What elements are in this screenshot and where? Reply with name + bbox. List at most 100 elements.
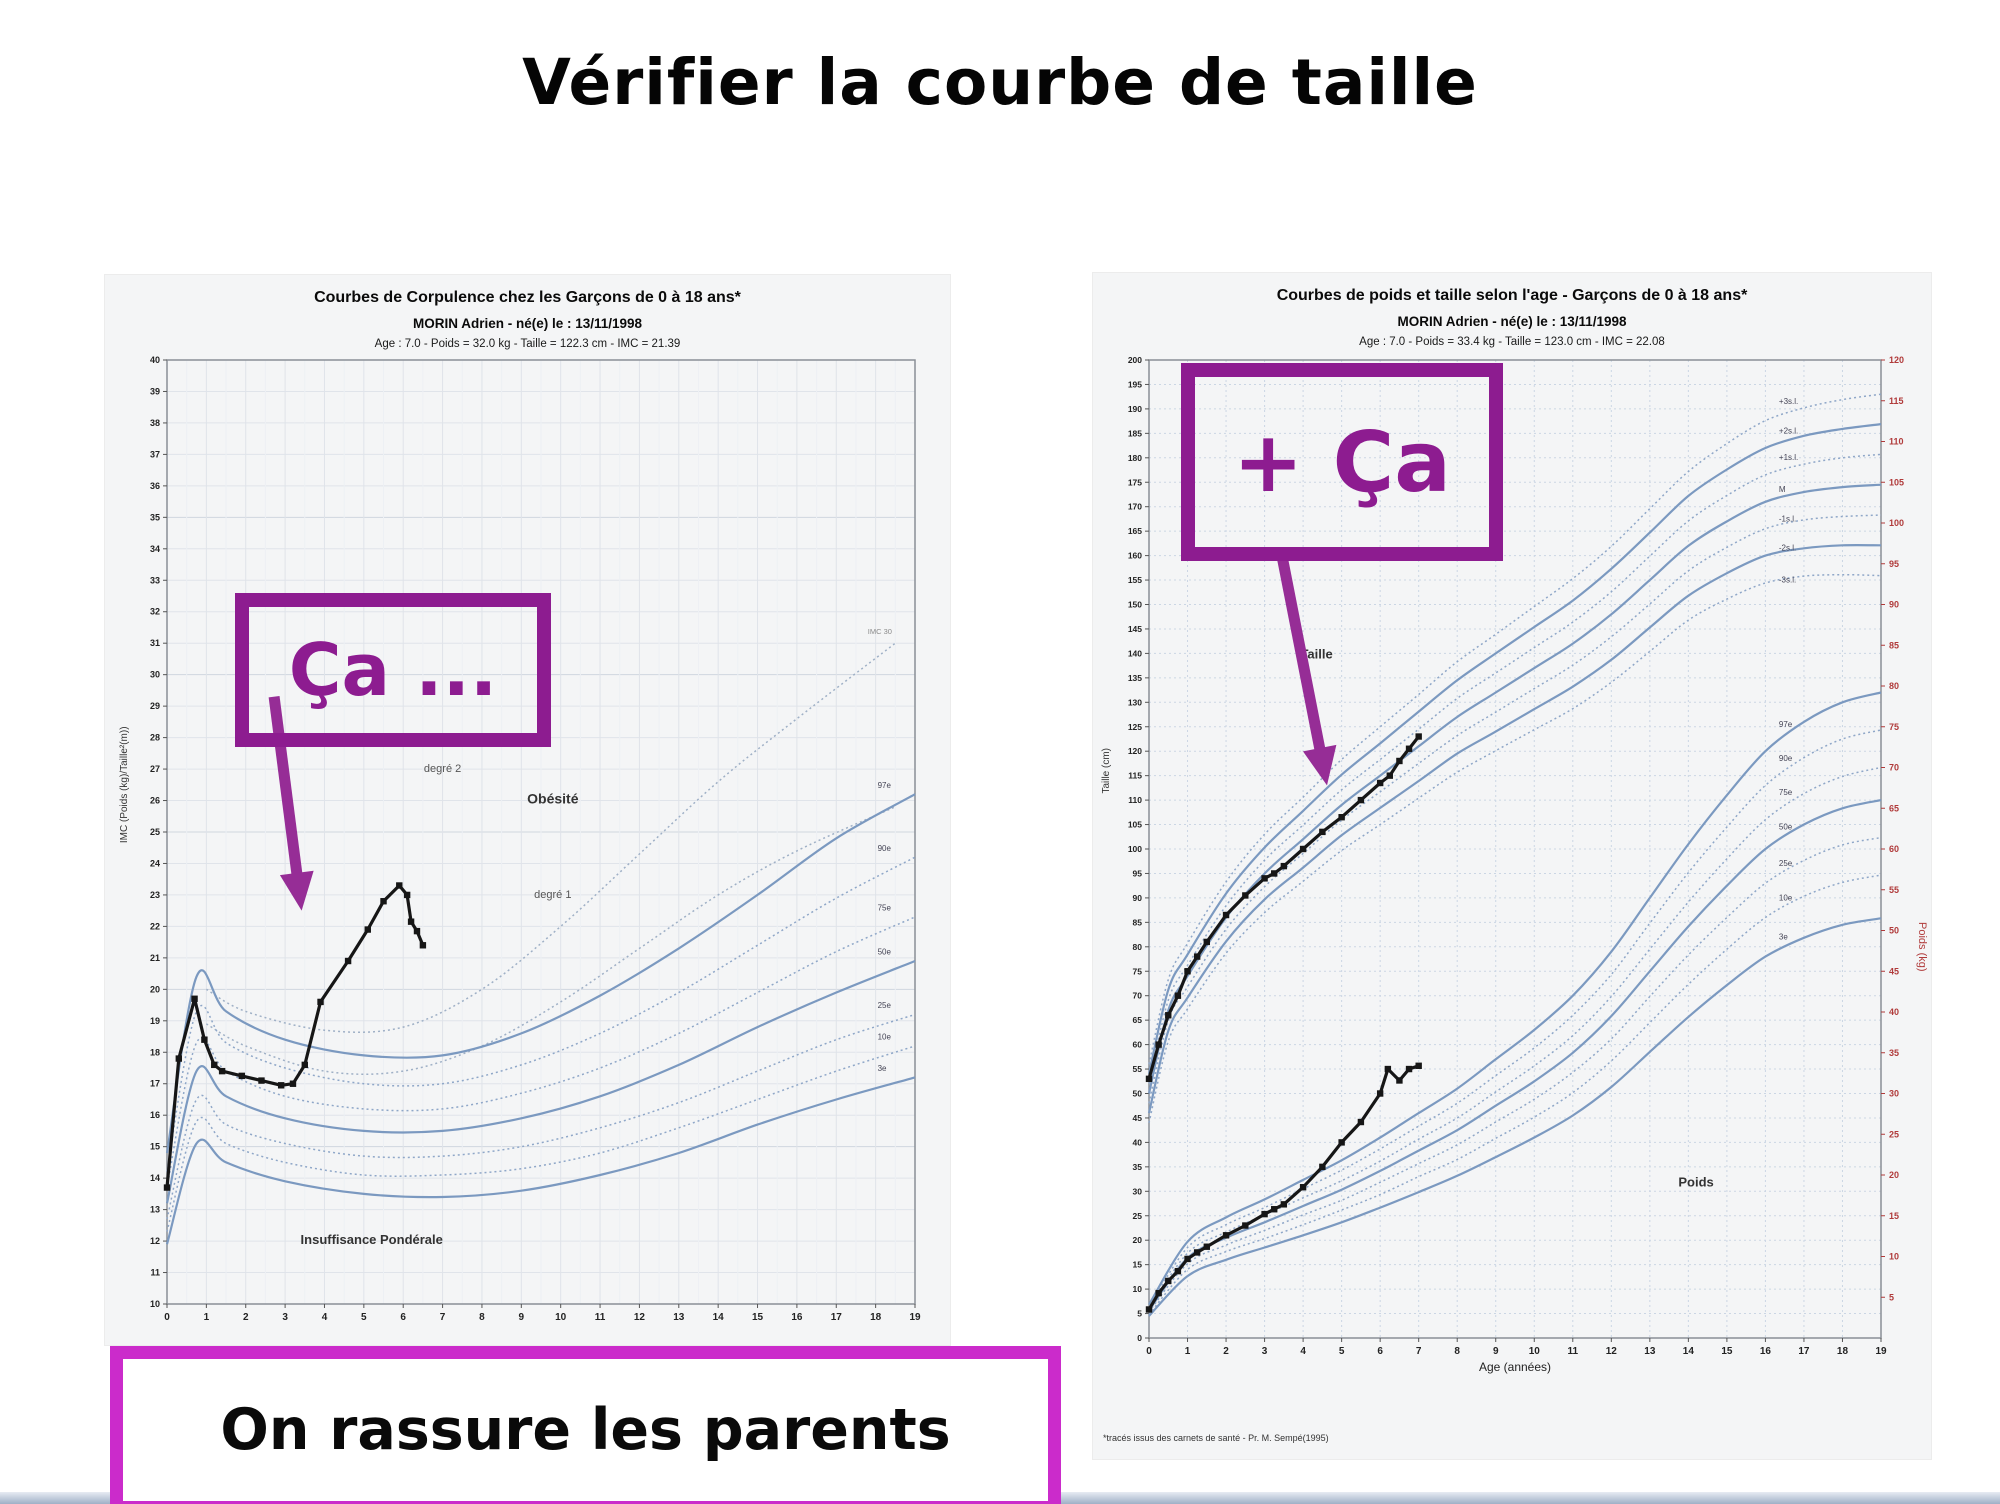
svg-text:100: 100 — [1889, 518, 1904, 528]
svg-text:7: 7 — [1416, 1346, 1422, 1357]
svg-text:+1s.l.: +1s.l. — [1779, 453, 1798, 462]
svg-text:140: 140 — [1128, 648, 1142, 658]
svg-text:90e: 90e — [1779, 754, 1793, 763]
svg-text:15: 15 — [752, 1312, 764, 1323]
svg-text:97e: 97e — [1779, 720, 1793, 729]
svg-text:19: 19 — [909, 1312, 921, 1323]
svg-text:15: 15 — [150, 1142, 160, 1152]
svg-text:175: 175 — [1128, 477, 1142, 487]
svg-text:10e: 10e — [878, 1033, 892, 1042]
svg-text:185: 185 — [1128, 428, 1142, 438]
svg-text:Age (années): Age (années) — [1479, 1360, 1551, 1374]
svg-text:+3s.l.: +3s.l. — [1779, 397, 1798, 406]
svg-text:10e: 10e — [1779, 893, 1793, 902]
svg-text:-3s.l.: -3s.l. — [1779, 575, 1796, 584]
svg-text:29: 29 — [150, 701, 160, 711]
svg-text:10: 10 — [1889, 1252, 1899, 1262]
svg-text:110: 110 — [1889, 437, 1904, 447]
svg-text:95: 95 — [1889, 559, 1899, 569]
svg-text:18: 18 — [1837, 1346, 1849, 1357]
svg-text:4: 4 — [1300, 1346, 1306, 1357]
svg-text:45: 45 — [1133, 1113, 1143, 1123]
svg-text:195: 195 — [1128, 379, 1142, 389]
svg-text:15: 15 — [1889, 1211, 1899, 1221]
svg-text:55: 55 — [1133, 1064, 1143, 1074]
svg-text:75: 75 — [1889, 722, 1899, 732]
svg-text:17: 17 — [150, 1079, 160, 1089]
svg-text:13: 13 — [673, 1312, 685, 1323]
svg-text:5: 5 — [1137, 1309, 1142, 1319]
bmi-chart-title: Courbes de Corpulence chez les Garçons d… — [314, 289, 741, 306]
svg-text:50e: 50e — [1779, 822, 1793, 831]
svg-text:0: 0 — [1137, 1333, 1142, 1343]
height-weight-chart-plot: 0510152025303540455055606570758085909510… — [1101, 355, 1928, 1374]
svg-text:37: 37 — [150, 449, 160, 459]
svg-text:32: 32 — [150, 607, 160, 617]
svg-text:degré 1: degré 1 — [534, 889, 571, 901]
svg-text:25: 25 — [150, 827, 160, 837]
height-weight-chart-subtitle: MORIN Adrien - né(e) le : 13/11/1998 — [1397, 314, 1627, 329]
svg-text:3e: 3e — [878, 1064, 887, 1073]
svg-text:80: 80 — [1133, 942, 1143, 952]
svg-text:35: 35 — [1889, 1048, 1899, 1058]
svg-text:10: 10 — [555, 1312, 567, 1323]
bmi-chart-subtitle: MORIN Adrien - né(e) le : 13/11/1998 — [412, 316, 643, 331]
svg-text:38: 38 — [150, 418, 160, 428]
svg-text:20: 20 — [150, 984, 160, 994]
svg-text:28: 28 — [150, 733, 160, 743]
svg-text:IMC 30: IMC 30 — [868, 627, 892, 636]
svg-text:10: 10 — [1133, 1284, 1143, 1294]
plus-ca-callout-box: + Ça — [1181, 363, 1503, 561]
svg-text:145: 145 — [1128, 624, 1142, 634]
svg-text:Poids (kg): Poids (kg) — [1916, 922, 1928, 972]
svg-text:12: 12 — [1606, 1346, 1618, 1357]
svg-text:155: 155 — [1128, 575, 1142, 585]
svg-text:120: 120 — [1128, 746, 1142, 756]
height-weight-chart: Courbes de poids et taille selon l'age -… — [1093, 273, 1931, 1459]
height-weight-chart-title: Courbes de poids et taille selon l'age -… — [1276, 287, 1748, 304]
reassure-note-label: On rassure les parents — [220, 1397, 951, 1463]
svg-text:97e: 97e — [878, 781, 892, 790]
svg-text:200: 200 — [1128, 355, 1142, 365]
svg-text:19: 19 — [150, 1016, 160, 1026]
svg-text:11: 11 — [1568, 1346, 1579, 1357]
svg-text:115: 115 — [1128, 771, 1142, 781]
svg-text:7: 7 — [440, 1312, 446, 1323]
svg-text:165: 165 — [1128, 526, 1142, 536]
svg-text:105: 105 — [1128, 820, 1142, 830]
svg-text:9: 9 — [519, 1312, 525, 1323]
svg-text:40: 40 — [150, 355, 160, 365]
svg-text:Taille (cm): Taille (cm) — [1101, 748, 1112, 794]
svg-text:21: 21 — [150, 953, 160, 963]
svg-text:Taille: Taille — [1300, 646, 1332, 661]
svg-text:30: 30 — [1889, 1089, 1899, 1099]
svg-text:3: 3 — [282, 1312, 288, 1323]
svg-text:12: 12 — [634, 1312, 646, 1323]
svg-text:14: 14 — [713, 1312, 725, 1323]
chart-footnote: *tracés issus des carnets de santé - Pr.… — [1103, 1433, 1329, 1443]
svg-text:20: 20 — [1889, 1170, 1899, 1180]
height-weight-chart-info-line: Age : 7.0 - Poids = 33.4 kg - Taille = 1… — [1359, 336, 1665, 348]
svg-text:160: 160 — [1128, 551, 1142, 561]
svg-text:26: 26 — [150, 796, 160, 806]
svg-text:45: 45 — [1889, 966, 1899, 976]
svg-text:125: 125 — [1128, 722, 1142, 732]
svg-text:1: 1 — [204, 1312, 210, 1323]
ca-callout-box: Ça ... — [235, 593, 551, 747]
svg-text:30: 30 — [150, 670, 160, 680]
svg-text:27: 27 — [150, 764, 160, 774]
svg-text:75: 75 — [1133, 966, 1143, 976]
svg-text:130: 130 — [1128, 697, 1142, 707]
svg-text:15: 15 — [1721, 1346, 1733, 1357]
svg-text:70: 70 — [1133, 991, 1143, 1001]
svg-text:18: 18 — [150, 1047, 160, 1057]
svg-text:15: 15 — [1133, 1260, 1143, 1270]
svg-text:6: 6 — [1377, 1346, 1383, 1357]
ca-callout-label: Ça ... — [288, 628, 498, 712]
svg-text:190: 190 — [1128, 404, 1142, 414]
svg-text:19: 19 — [1875, 1346, 1887, 1357]
svg-text:115: 115 — [1889, 396, 1904, 406]
svg-text:13: 13 — [1644, 1346, 1656, 1357]
svg-text:25: 25 — [1133, 1211, 1143, 1221]
svg-text:31: 31 — [150, 638, 160, 648]
